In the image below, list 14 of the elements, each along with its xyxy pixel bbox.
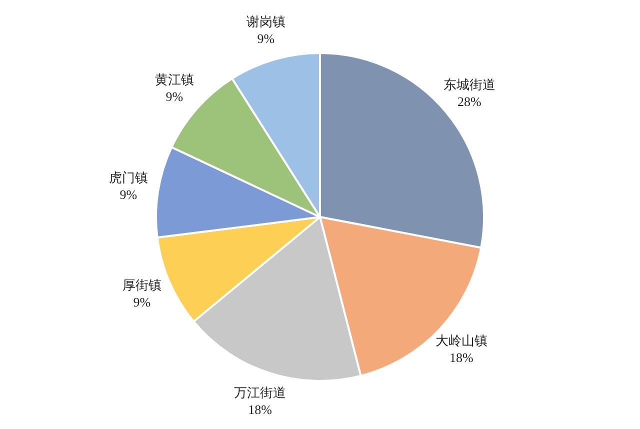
data-label: 9%	[257, 31, 275, 46]
slice-label: 谢岗镇	[246, 14, 286, 30]
slice-label: 虎门镇	[108, 170, 148, 186]
slice-label: 厚街镇	[122, 277, 162, 292]
data-label: 9%	[120, 187, 138, 202]
data-label: 9%	[166, 89, 184, 104]
data-label: 9%	[133, 294, 151, 310]
data-label: 18%	[450, 350, 474, 366]
slice-label: 黄江镇	[154, 72, 194, 88]
data-label: 18%	[248, 402, 272, 417]
slice-label: 万江街道	[234, 384, 286, 400]
data-label: 28%	[458, 94, 482, 109]
slice-label: 大岭山镇	[435, 333, 488, 348]
slice-label: 东城街道	[443, 76, 496, 92]
